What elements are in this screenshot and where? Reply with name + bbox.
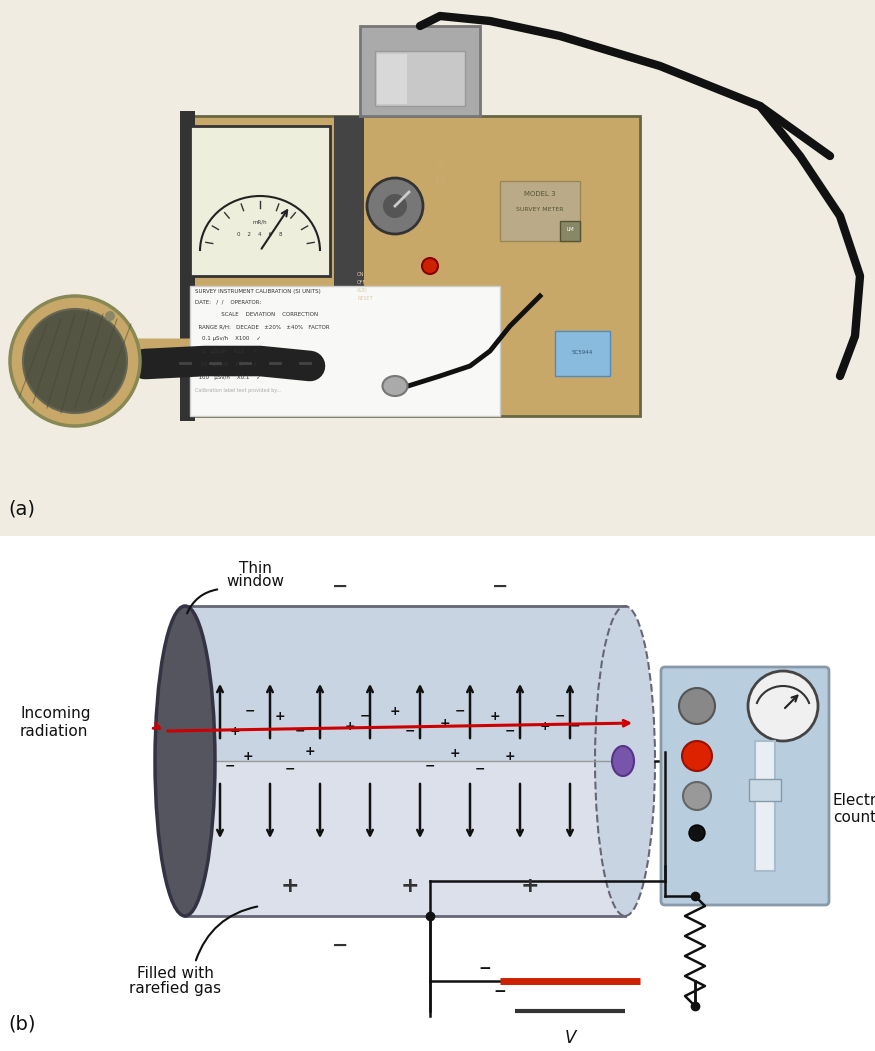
Text: −: − [570,720,580,733]
Circle shape [383,194,407,218]
Circle shape [422,257,438,274]
Ellipse shape [612,746,634,776]
Text: Electronic
counter: Electronic counter [833,792,875,825]
Bar [500,181,580,241]
Text: −: − [493,984,507,1000]
Circle shape [367,178,423,234]
Ellipse shape [155,606,215,916]
Bar [749,779,781,801]
Text: AUD: AUD [357,288,368,293]
Text: +: + [389,704,401,718]
Text: mR/h: mR/h [253,219,268,224]
Text: −: − [245,704,256,718]
Bar [560,221,580,241]
Circle shape [10,296,140,426]
Text: +: + [275,709,285,722]
Text: MODEL 3: MODEL 3 [524,191,556,197]
Text: +: + [505,749,515,763]
Text: RESET: RESET [357,296,373,301]
Circle shape [689,825,705,841]
Bar [755,741,775,871]
Text: −: − [479,961,492,976]
Text: Calibration label text provided by...: Calibration label text provided by... [195,388,281,393]
Text: SCALE    DEVIATION    CORRECTION: SCALE DEVIATION CORRECTION [195,312,318,317]
Text: −: − [295,724,305,738]
Text: SURVEY INSTRUMENT CALIBRATION (SI UNITS): SURVEY INSTRUMENT CALIBRATION (SI UNITS) [195,289,321,294]
Text: 5C5944: 5C5944 [571,350,592,355]
Text: OFF: OFF [357,280,367,285]
FancyBboxPatch shape [661,667,829,905]
Text: +: + [440,717,451,729]
Text: +: + [540,720,550,733]
Bar [377,54,407,104]
Text: window: window [226,574,284,589]
Text: −: − [555,709,565,722]
Text: −: − [332,936,348,955]
Polygon shape [185,116,640,416]
Text: radiation: radiation [20,724,88,739]
Text: +: + [521,875,539,897]
Text: ON: ON [357,272,365,277]
Text: −: − [505,724,515,738]
Text: +: + [707,891,720,906]
Text: −: − [405,724,416,738]
Text: −: − [492,577,508,596]
Text: 10   μSv/h    X1      ✓: 10 μSv/h X1 ✓ [195,362,257,367]
Text: +: + [242,749,254,763]
Circle shape [679,688,715,724]
Text: M: M [435,176,445,189]
Text: (a): (a) [8,499,35,518]
Text: Thin: Thin [239,561,271,576]
Text: 1   μSv/h    X10     ✓: 1 μSv/h X10 ✓ [195,349,257,354]
Text: 100   μSv/h    X0.1    ✓: 100 μSv/h X0.1 ✓ [195,375,261,380]
Text: −: − [332,577,348,596]
Text: RANGE R/H:   DECADE   ±20%   ±40%   FACTOR: RANGE R/H: DECADE ±20% ±40% FACTOR [195,324,330,329]
Bar [360,26,480,116]
Bar [180,111,195,421]
Text: +: + [229,724,241,738]
Text: 0    2    4    6    8: 0 2 4 6 8 [237,232,283,238]
Text: −: − [475,763,486,776]
Bar [555,331,610,376]
Text: −: − [424,760,435,772]
Bar [190,126,330,276]
Text: −: − [360,709,370,722]
Text: +: + [490,709,500,722]
Text: +: + [281,875,299,897]
Circle shape [23,309,127,413]
Text: (b): (b) [8,1014,36,1033]
Bar [190,286,500,416]
Text: 0.1 μSv/h    X100    ✓: 0.1 μSv/h X100 ✓ [195,336,261,341]
Bar [375,51,465,106]
Circle shape [748,671,818,741]
Ellipse shape [382,376,408,396]
Text: −: − [225,760,235,772]
Bar [334,116,364,286]
Text: +: + [304,744,315,758]
Ellipse shape [595,606,655,916]
Text: SURVEY METER: SURVEY METER [516,207,564,212]
Circle shape [682,741,712,771]
Text: rarefied gas: rarefied gas [129,981,221,996]
Text: DATE:   /  /    OPERATOR:: DATE: / / OPERATOR: [195,298,262,304]
Text: +: + [450,746,460,760]
Text: +: + [401,875,419,897]
Polygon shape [185,761,625,916]
Text: LM: LM [566,227,574,232]
Text: −: − [284,763,295,776]
Circle shape [683,782,711,810]
Text: Incoming: Incoming [20,706,90,721]
Text: +: + [345,720,355,733]
Polygon shape [185,606,625,761]
Circle shape [105,311,115,321]
Text: V: V [564,1029,576,1047]
Text: S: S [436,156,444,169]
Text: Filled with: Filled with [136,966,214,981]
Text: −: − [455,704,466,718]
